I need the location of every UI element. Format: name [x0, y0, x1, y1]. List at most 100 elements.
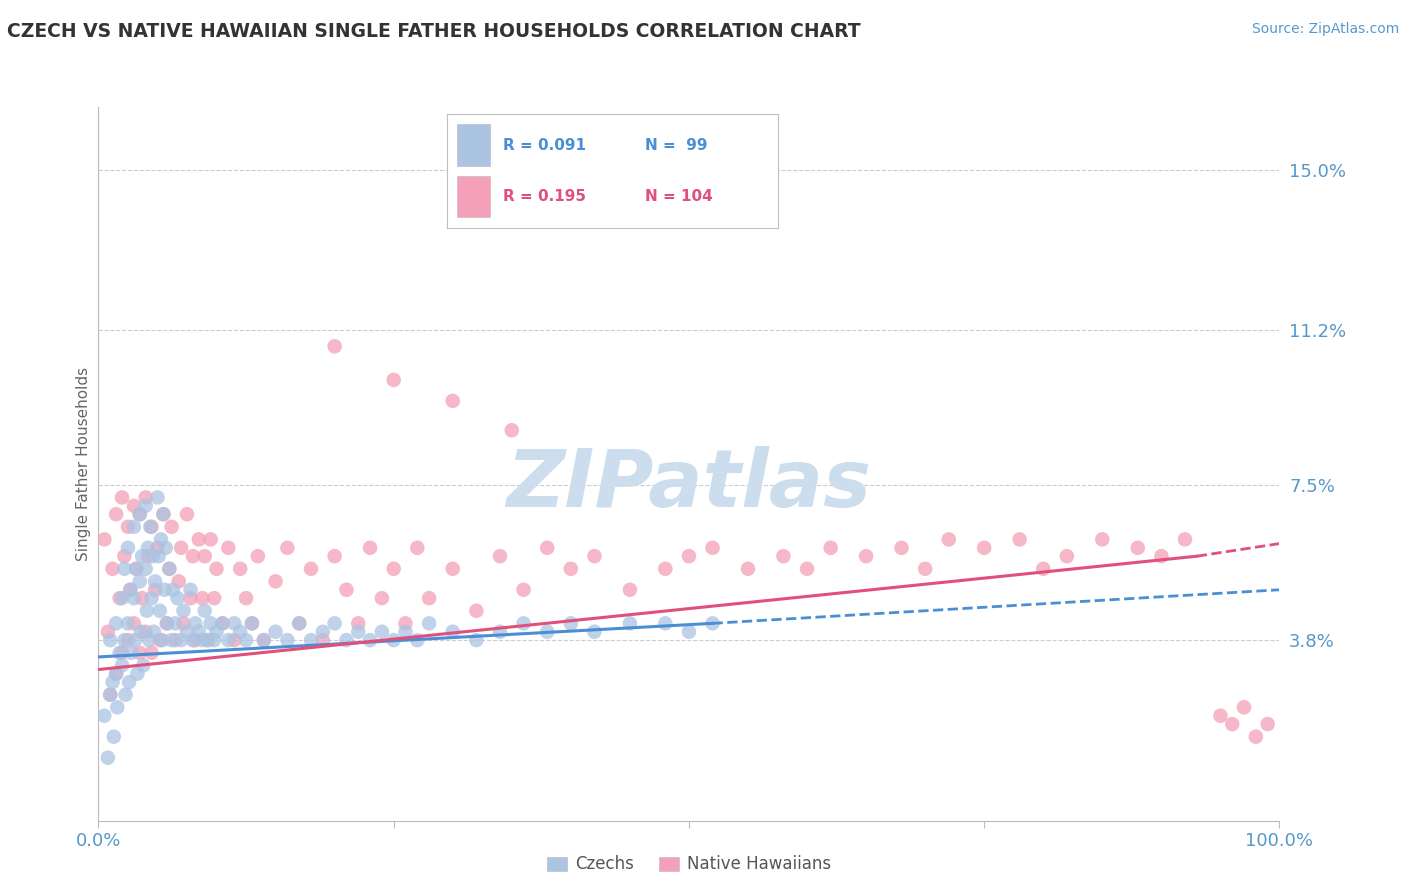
Point [98, 688, 121, 702]
Point [176, 507, 198, 521]
Point [371, 591, 394, 606]
Point [253, 633, 276, 648]
Point [122, 499, 145, 513]
Point [117, 520, 139, 534]
Point [105, 507, 128, 521]
Point [938, 533, 960, 547]
Point [240, 616, 263, 631]
Point [117, 633, 139, 648]
Point [146, 541, 169, 555]
Point [98, 633, 121, 648]
Point [153, 582, 176, 597]
Point [890, 541, 912, 555]
Point [156, 616, 179, 631]
Point [101, 675, 124, 690]
Point [205, 624, 228, 639]
Point [132, 658, 155, 673]
Point [117, 616, 139, 631]
Point [152, 507, 174, 521]
Point [112, 633, 135, 648]
Point [288, 616, 311, 631]
Point [135, 624, 157, 639]
Point [1244, 730, 1267, 744]
Point [235, 633, 257, 648]
Point [312, 633, 335, 648]
Point [205, 562, 228, 576]
Point [235, 591, 257, 606]
Point [136, 549, 159, 564]
Point [217, 633, 239, 648]
Point [131, 549, 153, 564]
Point [335, 633, 357, 648]
Point [165, 633, 187, 648]
Point [167, 574, 190, 589]
Point [200, 533, 222, 547]
Point [105, 666, 128, 681]
Point [855, 549, 877, 564]
Point [111, 658, 134, 673]
Point [191, 591, 214, 606]
Point [135, 604, 157, 618]
Point [394, 624, 416, 639]
Point [142, 549, 165, 564]
Point [583, 549, 606, 564]
Point [217, 541, 239, 555]
Point [156, 616, 179, 631]
Point [382, 562, 405, 576]
Point [465, 604, 488, 618]
Point [678, 624, 700, 639]
Point [117, 541, 139, 555]
Legend: Czechs, Native Hawaiians: Czechs, Native Hawaiians [540, 849, 838, 880]
Point [441, 562, 464, 576]
Point [101, 562, 124, 576]
Point [125, 562, 148, 576]
Point [111, 591, 134, 606]
Point [1220, 717, 1243, 731]
Point [560, 616, 582, 631]
Point [914, 562, 936, 576]
Point [105, 616, 128, 631]
Point [224, 616, 246, 631]
Point [135, 491, 157, 505]
Point [202, 591, 225, 606]
Point [170, 633, 193, 648]
Point [229, 624, 252, 639]
Point [512, 616, 534, 631]
Point [108, 591, 131, 606]
Point [323, 549, 346, 564]
Point [211, 616, 233, 631]
Point [240, 616, 263, 631]
Point [299, 633, 322, 648]
Point [114, 688, 136, 702]
Point [359, 541, 381, 555]
Point [195, 633, 218, 648]
Point [165, 616, 187, 631]
Point [191, 633, 214, 648]
Point [181, 633, 204, 648]
Text: Source: ZipAtlas.com: Source: ZipAtlas.com [1251, 22, 1399, 37]
Point [312, 624, 335, 639]
Point [143, 582, 166, 597]
Point [276, 633, 298, 648]
Point [246, 549, 269, 564]
Point [371, 624, 394, 639]
Point [406, 633, 429, 648]
Point [155, 541, 177, 555]
Point [418, 591, 440, 606]
Point [253, 633, 276, 648]
Point [187, 533, 209, 547]
Point [180, 582, 202, 597]
Point [160, 633, 183, 648]
Point [152, 507, 174, 521]
Point [98, 688, 121, 702]
Point [184, 616, 207, 631]
Point [176, 624, 198, 639]
Point [772, 549, 794, 564]
Point [1091, 533, 1114, 547]
Point [139, 520, 162, 534]
Point [347, 624, 370, 639]
Point [702, 616, 724, 631]
Point [299, 562, 322, 576]
Point [347, 616, 370, 631]
Point [143, 574, 166, 589]
